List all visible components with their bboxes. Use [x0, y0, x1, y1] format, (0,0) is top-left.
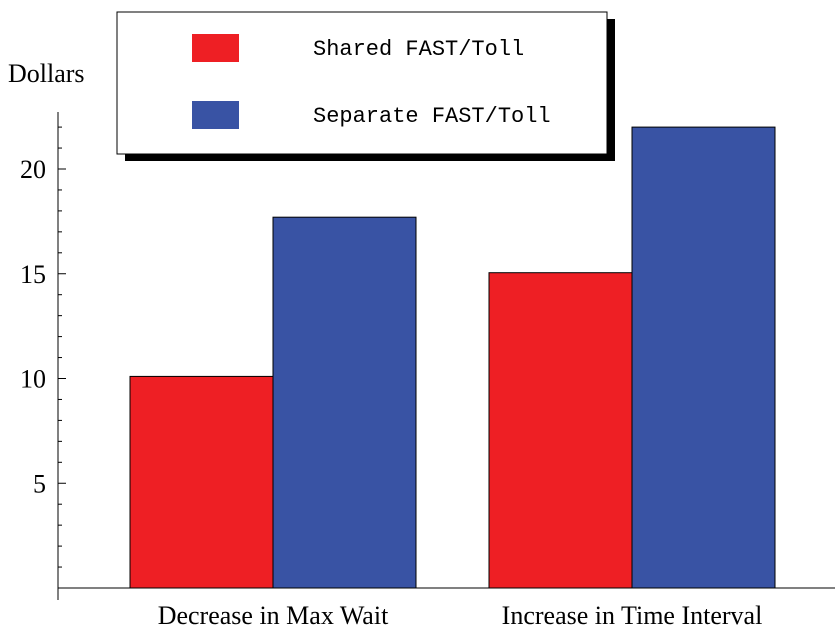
bar: [272, 216, 417, 589]
bars: [129, 126, 776, 589]
y-tick-label: 15: [20, 260, 46, 289]
legend-swatch: [192, 101, 239, 129]
bar: [488, 272, 633, 589]
bar: [631, 126, 776, 589]
y-tick-labels: 5 10 15 20: [20, 155, 46, 498]
legend: Shared FAST/Toll Separate FAST/Toll: [116, 11, 615, 161]
y-major-ticks: [58, 168, 66, 484]
legend-label: Shared FAST/Toll: [313, 37, 524, 62]
y-tick-label: 10: [20, 365, 46, 394]
legend-box: [116, 11, 608, 155]
x-tick-label: Decrease in Max Wait: [158, 601, 389, 630]
y-minor-ticks: [58, 126, 62, 568]
legend-items: Shared FAST/Toll Separate FAST/Toll: [192, 34, 551, 129]
y-tick-label: 5: [33, 469, 46, 498]
y-axis-label: Dollars: [8, 59, 85, 88]
x-tick-label: Increase in Time Interval: [502, 601, 763, 630]
legend-label: Separate FAST/Toll: [313, 104, 551, 129]
bar: [129, 375, 274, 589]
x-tick-labels: Decrease in Max Wait Increase in Time Int…: [158, 601, 763, 630]
legend-swatch: [192, 34, 239, 62]
y-tick-label: 20: [20, 155, 46, 184]
